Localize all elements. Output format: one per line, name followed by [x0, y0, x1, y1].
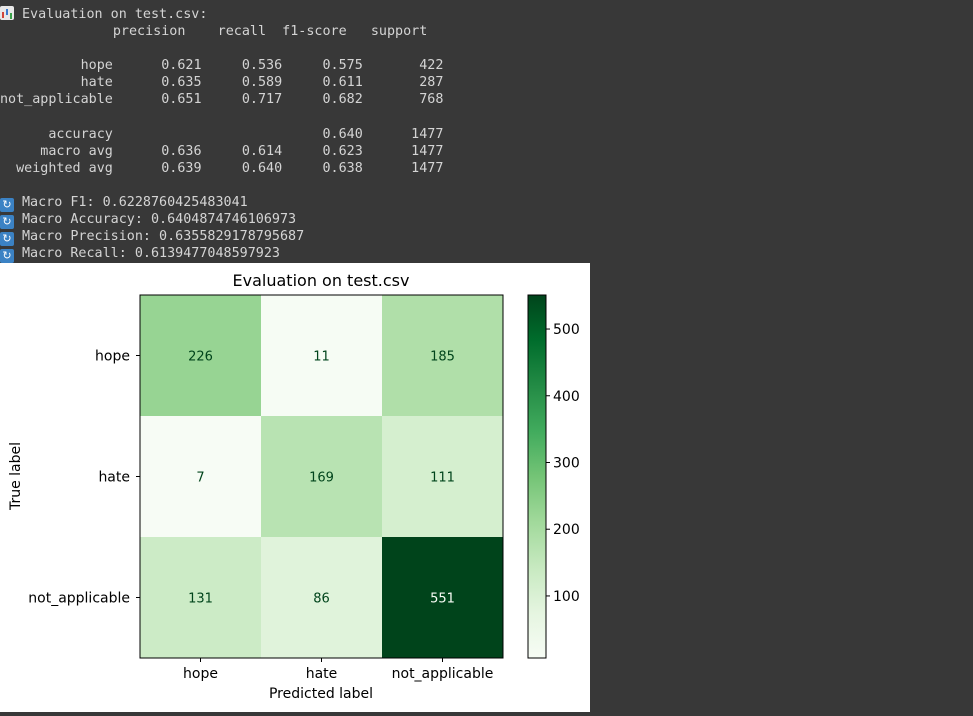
report-row: accuracy 0.640 1477: [0, 126, 444, 142]
cell-value-label: 226: [188, 350, 213, 365]
cell-value-label: 551: [430, 592, 455, 607]
heatmap-cell: [140, 416, 262, 538]
colorbar-tick-label: 400: [553, 389, 580, 405]
x-axis-label: Predicted label: [269, 686, 373, 702]
colorbar: [527, 294, 547, 659]
cycle-arrows-icon: ↻: [0, 215, 14, 230]
confusion-matrix-figure: Evaluation on test.csv 226 11 185 7 169 111 13…: [0, 263, 590, 712]
bar-chart-icon: [0, 6, 14, 20]
heatmap-cell: [261, 537, 383, 659]
report-header: precision recall f1-score support: [0, 24, 428, 40]
metric-line: Macro Recall: 0.6139477048597923: [22, 246, 280, 262]
cell-value-label: 111: [430, 471, 455, 486]
cell-value-label: 11: [313, 350, 330, 365]
chart-title: Evaluation on test.csv: [233, 271, 410, 290]
colorbar-tick-label: 200: [553, 522, 580, 538]
x-tick-label: hate: [306, 666, 338, 682]
heatmap-cell: [140, 295, 262, 417]
metric-line: Macro Accuracy: 0.6404874746106973: [22, 212, 297, 228]
cell-value-label: 169: [309, 471, 334, 486]
console-output: Evaluation on test.csv: precision recall…: [0, 6, 444, 264]
report-row: hate 0.635 0.589 0.611 287: [0, 75, 444, 91]
report-row: macro avg 0.636 0.614 0.623 1477: [0, 143, 444, 159]
heatmap-cell: [382, 537, 504, 659]
cell-value-label: 7: [196, 471, 204, 486]
heatmap-cell: [382, 416, 504, 538]
cell-value-label: 185: [430, 350, 455, 365]
eval-heading: Evaluation on test.csv:: [22, 7, 208, 22]
cycle-arrows-icon: ↻: [0, 198, 14, 213]
cycle-arrows-icon: ↻: [0, 232, 14, 247]
metric-line: Macro Precision: 0.6355829178795687: [22, 229, 305, 245]
report-row: [0, 109, 443, 126]
x-tick-label: hope: [183, 666, 218, 682]
report-row: hope 0.621 0.536 0.575 422: [0, 58, 444, 74]
y-axis-label: True label: [8, 442, 24, 511]
cell-value-label: 86: [313, 592, 330, 607]
cell-value-label: 131: [188, 592, 213, 607]
colorbar-tick-label: 500: [553, 322, 580, 338]
report-row: weighted avg 0.639 0.640 0.638 1477: [0, 160, 444, 176]
colorbar-tick-label: 300: [553, 455, 580, 471]
heatmap-cell: [261, 416, 383, 538]
x-tick-label: not_applicable: [392, 666, 494, 682]
confusion-matrix-plot: Evaluation on test.csv 226 11 185 7 169 111 13…: [8, 271, 580, 702]
y-tick-label: not_applicable: [28, 591, 130, 607]
heatmap-cell: [382, 295, 504, 417]
colorbar-tick-label: 100: [553, 589, 580, 605]
heatmap-cell: [140, 537, 262, 659]
report-row: not_applicable 0.651 0.717 0.682 768: [0, 92, 444, 108]
cycle-arrows-icon: ↻: [0, 249, 14, 264]
y-tick-label: hate: [98, 470, 130, 486]
report-row: [0, 177, 443, 194]
y-tick-label: hope: [95, 349, 130, 365]
report-row: [0, 40, 443, 57]
metric-line: Macro F1: 0.6228760425483041: [22, 195, 248, 211]
heatmap-cell: [261, 295, 383, 417]
